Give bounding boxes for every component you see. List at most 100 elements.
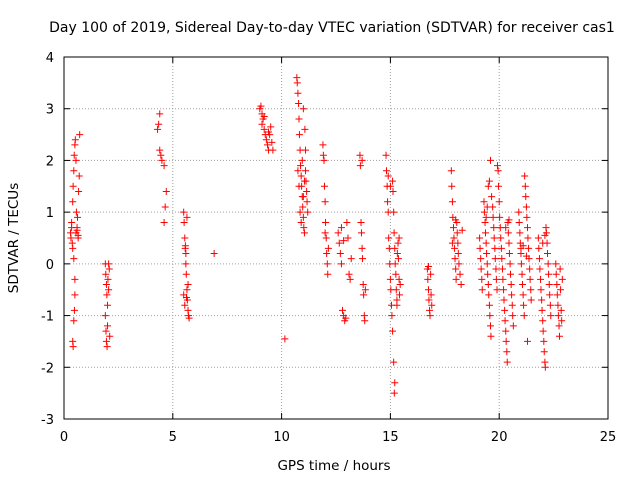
data-point <box>72 208 80 216</box>
y-tick-label: 4 <box>46 51 54 66</box>
data-point <box>507 270 515 278</box>
data-point <box>521 172 529 180</box>
data-point <box>498 265 506 273</box>
data-point <box>483 203 491 211</box>
data-point <box>392 270 400 278</box>
y-tick-label: -1 <box>41 310 54 325</box>
x-tick-label: 25 <box>600 430 617 445</box>
data-point <box>538 296 546 304</box>
data-point <box>267 123 275 131</box>
data-point <box>521 182 529 190</box>
data-point <box>508 301 516 309</box>
data-point <box>319 151 327 159</box>
data-point <box>357 218 365 226</box>
data-point <box>75 172 83 180</box>
y-tick-label: 3 <box>46 103 54 118</box>
data-point <box>499 275 507 283</box>
data-point <box>260 112 268 120</box>
data-point <box>182 250 190 258</box>
data-point <box>503 358 511 366</box>
x-tick-label: 5 <box>169 430 177 445</box>
data-point <box>323 250 331 258</box>
data-point <box>297 162 305 170</box>
data-point <box>302 146 310 154</box>
data-point <box>481 218 489 226</box>
data-point <box>476 234 484 242</box>
data-point <box>390 229 398 237</box>
data-point <box>345 270 353 278</box>
data-point <box>258 120 266 128</box>
data-point <box>515 208 523 216</box>
data-point <box>386 275 394 283</box>
data-point <box>154 125 162 133</box>
data-point <box>295 115 303 123</box>
data-point <box>486 322 494 330</box>
data-point <box>488 193 496 201</box>
data-point <box>391 379 399 387</box>
data-point <box>491 255 499 263</box>
y-tick-label: -2 <box>41 361 54 376</box>
data-point <box>509 312 517 320</box>
data-point <box>427 291 435 299</box>
y-tick-label: 1 <box>46 206 54 221</box>
data-point <box>476 244 484 252</box>
data-point <box>269 146 277 154</box>
data-point <box>323 260 331 268</box>
data-point <box>342 314 350 322</box>
data-point <box>457 281 465 289</box>
data-point <box>524 234 532 242</box>
data-point <box>105 265 113 273</box>
data-point <box>299 193 307 201</box>
data-point <box>319 141 327 149</box>
data-point <box>427 270 435 278</box>
data-point <box>494 167 502 175</box>
data-point <box>296 208 304 216</box>
data-point <box>454 250 462 258</box>
data-point <box>497 234 505 242</box>
data-point <box>106 332 114 340</box>
data-point <box>302 167 310 175</box>
data-point <box>257 102 265 110</box>
data-point <box>500 296 508 304</box>
data-point <box>522 252 530 260</box>
data-point <box>358 156 366 164</box>
data-point <box>484 281 492 289</box>
data-point <box>393 250 401 258</box>
data-point <box>384 172 392 180</box>
data-point <box>480 208 488 216</box>
data-point <box>453 229 461 237</box>
data-point <box>389 327 397 335</box>
data-point <box>103 343 111 351</box>
data-point <box>485 301 493 309</box>
data-point <box>180 218 188 226</box>
data-point <box>385 234 393 242</box>
data-point <box>386 182 394 190</box>
data-point <box>303 187 311 195</box>
data-point <box>484 270 492 278</box>
data-point <box>540 337 548 345</box>
data-point <box>538 306 546 314</box>
data-point <box>105 286 113 294</box>
data-point <box>544 250 552 258</box>
data-point <box>391 244 399 252</box>
data-point <box>556 265 564 273</box>
data-point <box>490 234 498 242</box>
data-point <box>537 275 545 283</box>
data-point <box>361 286 369 294</box>
data-point <box>489 213 497 221</box>
data-point <box>495 182 503 190</box>
data-point <box>546 301 554 309</box>
data-point <box>396 291 404 299</box>
data-point <box>74 231 82 239</box>
x-tick-label: 10 <box>273 430 290 445</box>
data-point <box>382 151 390 159</box>
data-point <box>155 120 163 128</box>
data-point <box>448 182 456 190</box>
data-point <box>425 296 433 304</box>
data-point <box>452 216 460 224</box>
data-point <box>539 239 547 247</box>
data-point <box>394 239 402 247</box>
data-point <box>520 301 528 309</box>
data-point <box>493 286 501 294</box>
data-point <box>492 275 500 283</box>
